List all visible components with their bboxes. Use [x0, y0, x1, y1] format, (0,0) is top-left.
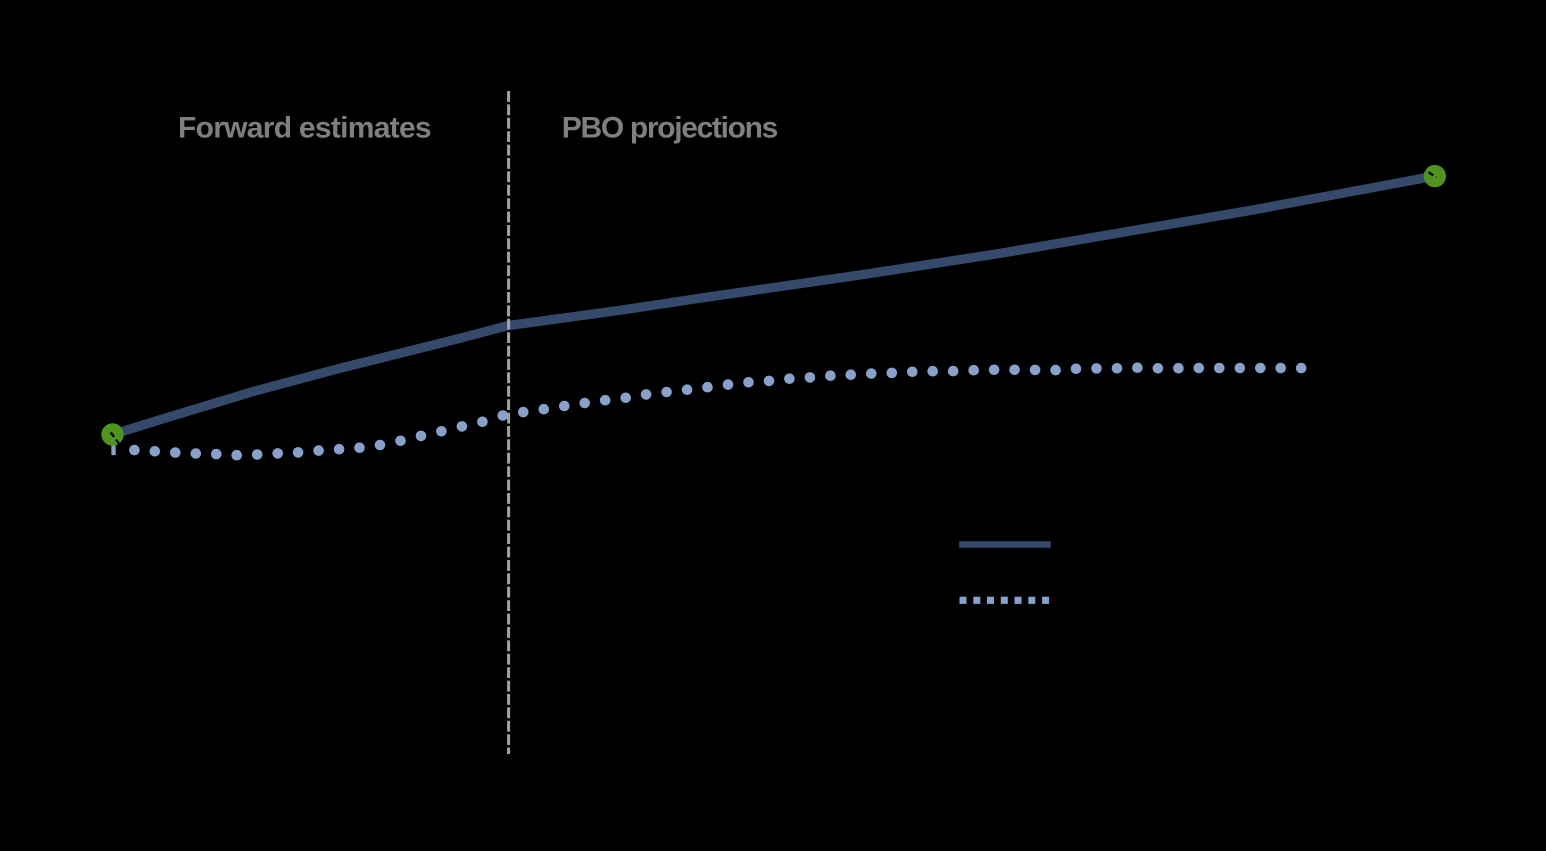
- svg-text:PBO projections: PBO projections: [562, 112, 779, 145]
- svg-text:Forward estimates: Forward estimates: [178, 112, 432, 145]
